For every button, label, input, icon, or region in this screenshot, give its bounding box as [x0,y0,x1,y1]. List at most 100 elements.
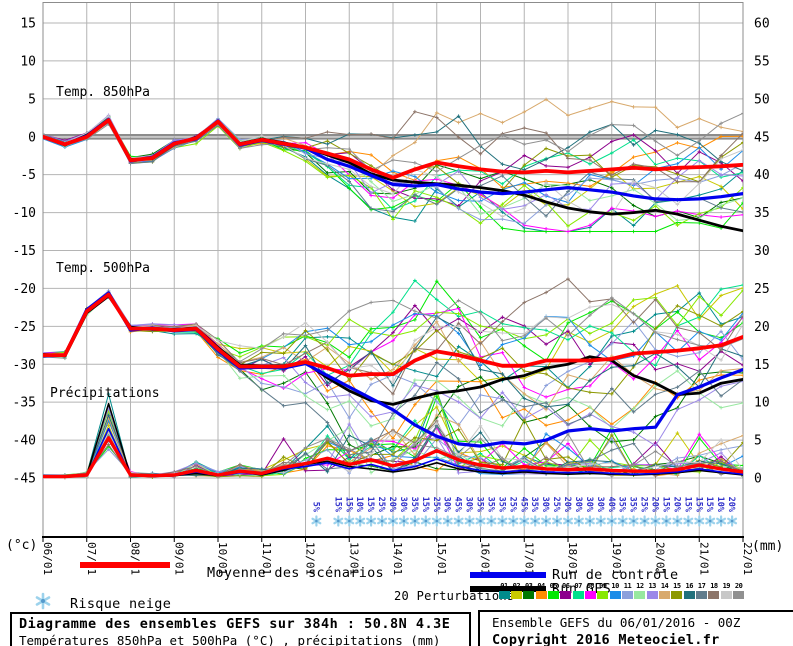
svg-text:25%: 25% [507,497,517,513]
svg-text:35%: 35% [529,497,539,513]
svg-text:15: 15 [20,17,36,32]
svg-text:20%: 20% [562,497,572,513]
svg-text:35%: 35% [496,497,506,513]
perturbation-16-swatch [683,591,695,599]
info-box: Ensemble GEFS du 06/01/2016 - 00Z Copyri… [478,610,793,646]
svg-text:20%: 20% [726,497,736,513]
svg-text:5: 5 [28,92,36,107]
perturbation-04-number: 04 [537,582,545,590]
svg-text:-20: -20 [13,282,36,297]
perturbation-02-legend: 02 [510,582,522,599]
perturbation-12-number: 12 [636,582,644,590]
svg-text:15%: 15% [693,497,703,513]
perturbation-13-legend: 13 [646,582,658,599]
svg-text:15/01: 15/01 [435,542,448,575]
svg-text:40: 40 [754,168,770,183]
perturbation-12-legend: 12 [634,582,646,599]
svg-text:12/01: 12/01 [304,542,317,575]
svg-text:35%: 35% [617,497,627,513]
svg-text:35%: 35% [485,497,495,513]
gfs-line-swatch [470,586,546,592]
perturbation-17-number: 17 [697,582,706,590]
control-line-swatch [470,572,546,578]
svg-text:(mm): (mm) [752,539,783,554]
perturbation-10-swatch [609,591,621,599]
mean-line-swatch [80,562,170,568]
perturbation-13-number: 13 [648,582,656,590]
svg-text:30%: 30% [442,497,452,513]
svg-text:30%: 30% [595,497,605,513]
svg-text:22/01: 22/01 [741,542,754,575]
svg-text:08/01: 08/01 [129,542,142,575]
legend-snow-label: Risque neige [70,596,172,612]
svg-text:10/01: 10/01 [216,542,229,575]
perturbation-10-number: 10 [611,582,619,590]
svg-text:Temp. 500hPa: Temp. 500hPa [56,261,150,276]
svg-text:15%: 15% [660,497,670,513]
svg-text:25%: 25% [431,497,441,513]
svg-text:-40: -40 [13,434,36,449]
figure-subtitle: Températures 850hPa et 500hPa (°C) , pré… [19,633,441,646]
svg-text:15%: 15% [704,497,714,513]
svg-text:20%: 20% [671,497,681,513]
svg-text:09/01: 09/01 [172,542,185,575]
svg-text:20%: 20% [387,497,397,513]
perturbation-07-legend: 07 [572,582,584,599]
svg-text:10%: 10% [354,497,364,513]
perturbation-10-legend: 10 [609,582,621,599]
perturbation-19-legend: 19 [720,582,732,599]
snowflake-icon [34,592,52,610]
svg-text:20/01: 20/01 [654,542,667,575]
perturbation-11-number: 11 [623,582,632,590]
run-info: Ensemble GEFS du 06/01/2016 - 00Z [492,615,741,630]
svg-text:30%: 30% [464,497,474,513]
perturbation-14-number: 14 [660,582,669,590]
perturbation-08-swatch [584,591,596,599]
perturbation-04-legend: 04 [535,582,547,599]
perturbation-03-swatch [523,591,535,599]
perturbation-18-legend: 18 [708,582,720,599]
svg-text:20: 20 [754,320,770,335]
svg-text:-15: -15 [13,244,36,259]
legend-mean-label: Moyenne des scénarios [207,565,384,581]
perturbation-20-swatch [733,591,745,599]
perturbation-05-swatch [547,591,559,599]
svg-text:Temp. 850hPa: Temp. 850hPa [56,85,150,100]
svg-text:25%: 25% [639,497,649,513]
svg-text:45%: 45% [453,497,463,513]
svg-text:13/01: 13/01 [347,542,360,575]
svg-text:30%: 30% [540,497,550,513]
perturbation-19-swatch [720,591,732,599]
svg-text:40%: 40% [606,497,616,513]
perturbation-05-legend: 05 [547,582,559,599]
svg-text:-35: -35 [13,396,36,411]
perturbation-15-number: 15 [673,582,681,590]
perturbation-03-legend: 03 [523,582,535,599]
perturbation-15-swatch [671,591,683,599]
svg-text:15%: 15% [365,497,375,513]
svg-text:35%: 35% [475,497,485,513]
svg-text:25%: 25% [551,497,561,513]
svg-text:0: 0 [28,130,36,145]
perturbation-18-swatch [708,591,720,599]
svg-text:50: 50 [754,92,770,107]
copyright: Copyright 2016 Meteociel.fr [492,632,720,646]
legend-perturbations-label: 20 Perturbations [394,589,515,603]
svg-text:10%: 10% [715,497,725,513]
perturbation-16-number: 16 [685,582,694,590]
perturbation-18-number: 18 [710,582,718,590]
perturbation-09-swatch [597,591,609,599]
svg-text:10: 10 [20,54,36,69]
svg-text:30%: 30% [584,497,594,513]
svg-text:55: 55 [754,54,770,69]
perturbation-17-swatch [696,591,708,599]
svg-text:19/01: 19/01 [610,542,623,575]
svg-text:17/01: 17/01 [522,542,535,575]
svg-text:16/01: 16/01 [479,542,492,575]
svg-text:35%: 35% [628,497,638,513]
perturbation-11-swatch [622,591,633,599]
svg-text:15%: 15% [420,497,430,513]
title-box: Diagramme des ensembles GEFS sur 384h : … [10,612,471,646]
